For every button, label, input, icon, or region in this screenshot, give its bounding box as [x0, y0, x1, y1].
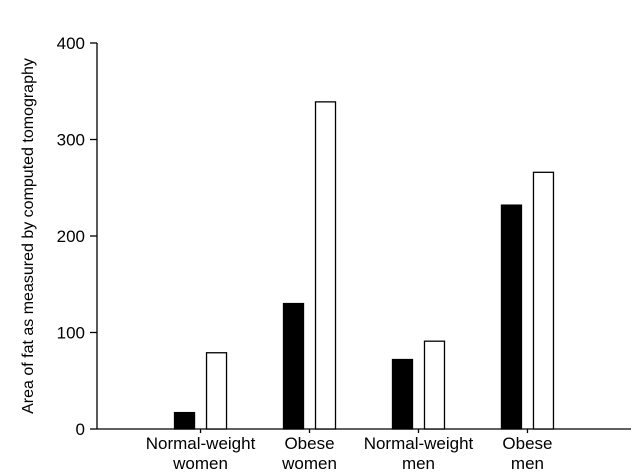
dark-bar-4	[500, 204, 523, 430]
y-axis: 0 100 200 300 400	[57, 34, 98, 439]
category-label: Obese women	[281, 434, 337, 473]
dark-bar-2	[282, 302, 305, 430]
category-label: Obese men	[502, 434, 552, 473]
y-tick-label: 400	[57, 34, 85, 53]
light-bar-2	[314, 101, 337, 430]
y-tick-label: 0	[76, 420, 85, 439]
dark-bar-1	[173, 411, 196, 430]
dark-bar-3	[391, 358, 414, 430]
y-tick-label: 300	[57, 131, 85, 150]
y-tick-label: 200	[57, 227, 85, 246]
light-bar-3	[423, 340, 446, 430]
bars	[173, 101, 555, 430]
category-label: Normal-weight women	[146, 434, 256, 473]
category-label: Normal-weight men	[364, 434, 474, 473]
y-tick-label: 100	[57, 324, 85, 343]
light-bar-4	[532, 171, 555, 430]
category-labels: Normal-weight women Obese women Normal-weigh…	[146, 434, 553, 473]
light-bar-1	[205, 352, 228, 430]
y-axis-title: Area of fat as measured by computed tomo…	[20, 58, 37, 414]
